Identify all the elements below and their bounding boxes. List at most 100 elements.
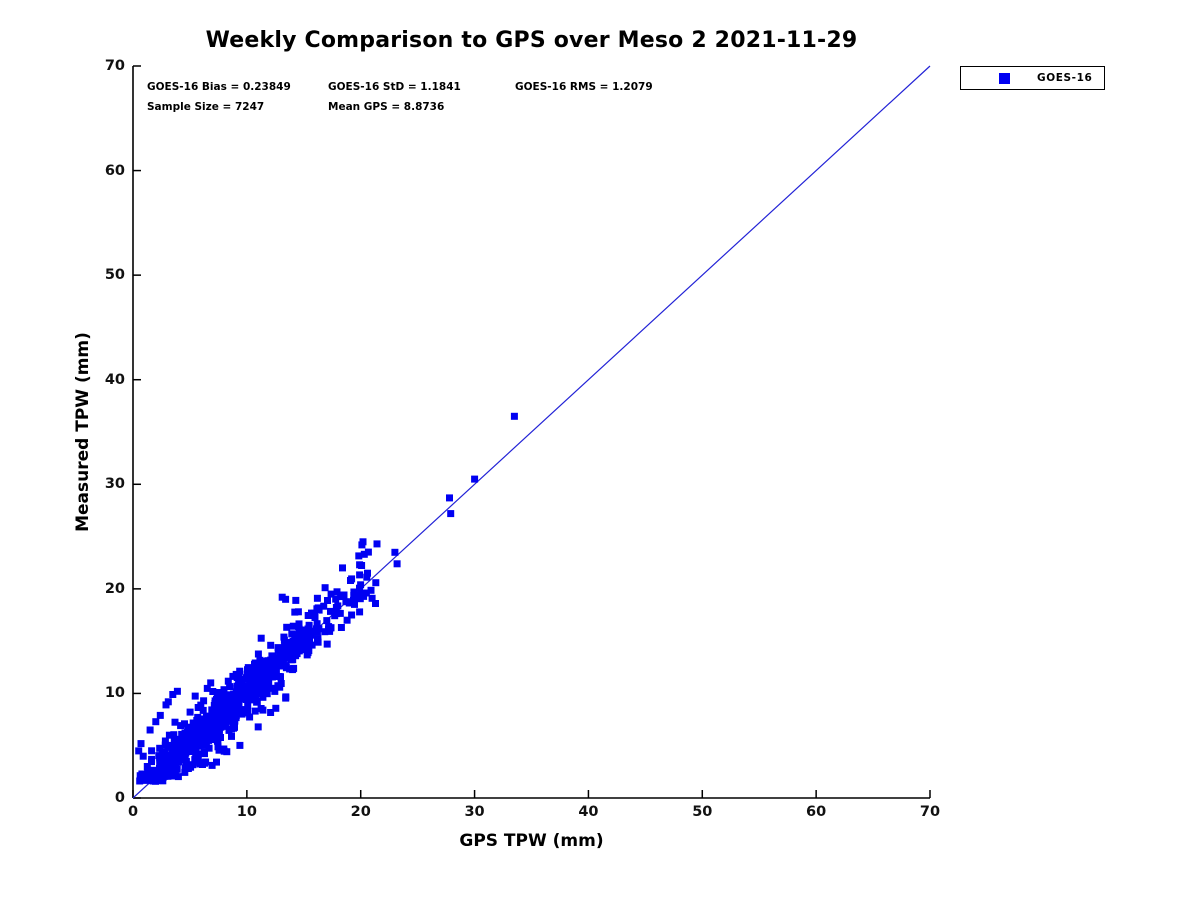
scatter-point <box>227 703 235 711</box>
scatter-point <box>199 706 207 714</box>
scatter-point <box>314 638 322 646</box>
scatter-point <box>294 608 302 616</box>
scatter-point <box>245 695 253 703</box>
scatter-point <box>446 494 453 502</box>
stat-sample-size: Sample Size = 7247 <box>147 101 265 113</box>
scatter-point <box>245 669 253 676</box>
scatter-point <box>136 772 144 780</box>
scatter-point <box>336 609 344 617</box>
y-tick-label: 60 <box>104 162 125 179</box>
scatter-point <box>260 657 268 665</box>
scatter-point <box>351 600 358 608</box>
scatter-point <box>194 750 202 758</box>
scatter-point <box>253 682 261 690</box>
scatter-point <box>321 628 329 636</box>
scatter-point <box>224 709 232 717</box>
scatter-point <box>221 698 229 706</box>
scatter-point <box>201 750 208 758</box>
stat-bias: GOES-16 Bias = 0.23849 <box>147 81 291 93</box>
scatter-point <box>348 611 356 619</box>
scatter-point <box>251 659 259 667</box>
scatter-point <box>199 761 206 768</box>
scatter-point <box>313 594 321 602</box>
scatter-point <box>367 586 375 594</box>
scatter-point <box>186 708 194 716</box>
scatter-point <box>235 672 243 680</box>
scatter-point <box>208 761 216 769</box>
scatter-point <box>314 635 322 643</box>
scatter-point <box>236 667 244 675</box>
scatter-point <box>140 775 148 783</box>
scatter-point <box>257 634 265 642</box>
scatter-point <box>277 680 285 687</box>
scatter-point <box>209 688 217 695</box>
scatter-point <box>327 590 335 598</box>
scatter-point <box>181 768 189 776</box>
scatter-point <box>173 687 181 695</box>
scatter-point <box>267 709 275 716</box>
scatter-point <box>254 650 262 658</box>
y-tick-label: 40 <box>104 371 125 388</box>
scatter-point <box>261 671 269 679</box>
scatter-point <box>350 596 357 604</box>
scatter-point <box>161 771 169 779</box>
scatter-point <box>350 588 358 596</box>
scatter-point <box>391 548 399 556</box>
scatter-point <box>279 655 287 662</box>
scatter-point <box>331 612 339 620</box>
scatter-point <box>232 714 240 722</box>
scatter-point <box>313 620 321 628</box>
y-tick-label: 30 <box>104 476 125 493</box>
scatter-point <box>197 723 205 730</box>
scatter-point <box>231 723 238 731</box>
scatter-point <box>304 649 312 657</box>
scatter-point <box>215 746 223 754</box>
scatter-point <box>252 692 260 699</box>
scatter-point <box>244 702 252 710</box>
scatter-point <box>244 692 252 700</box>
scatter-point <box>364 569 371 577</box>
scatter-point <box>234 698 242 706</box>
scatter-point <box>272 704 280 712</box>
scatter-point <box>207 722 215 730</box>
scatter-point <box>360 550 368 558</box>
scatter-point <box>196 730 204 738</box>
scatter-point <box>289 622 297 630</box>
scatter-point <box>137 740 145 748</box>
scatter-point <box>205 744 213 752</box>
scatter-point <box>254 671 262 679</box>
scatter-point <box>292 596 300 604</box>
scatter-point <box>166 770 174 778</box>
scatter-point <box>264 667 272 675</box>
y-tick-label: 20 <box>104 580 125 597</box>
scatter-point <box>226 683 234 691</box>
stat-rms: GOES-16 RMS = 1.2079 <box>515 81 653 93</box>
scatter-point <box>272 671 280 679</box>
scatter-point <box>180 745 188 753</box>
scatter-point <box>174 773 182 781</box>
scatter-point <box>221 716 229 724</box>
scatter-point <box>211 697 219 705</box>
scatter-point <box>278 593 286 601</box>
y-axis-label: Measured TPW (mm) <box>73 332 93 532</box>
scatter-point <box>250 675 258 682</box>
scatter-point <box>321 584 329 592</box>
legend-entry-label: GOES-16 <box>1037 72 1093 84</box>
y-tick-label: 0 <box>114 790 125 806</box>
scatter-point <box>347 577 354 584</box>
scatter-point <box>139 752 147 760</box>
scatter-point <box>363 573 371 581</box>
scatter-point <box>393 560 401 568</box>
scatter-point <box>261 686 268 694</box>
scatter-point <box>287 656 295 664</box>
scatter-point <box>212 734 220 741</box>
scatter-point <box>213 758 220 766</box>
scatter-point <box>295 623 303 631</box>
scatter-point <box>204 713 212 721</box>
scatter-point <box>214 704 222 712</box>
scatter-point <box>447 510 455 518</box>
scatter-point <box>173 765 181 773</box>
scatter-point <box>289 637 297 645</box>
scatter-point <box>237 680 245 688</box>
scatter-point <box>362 589 370 597</box>
